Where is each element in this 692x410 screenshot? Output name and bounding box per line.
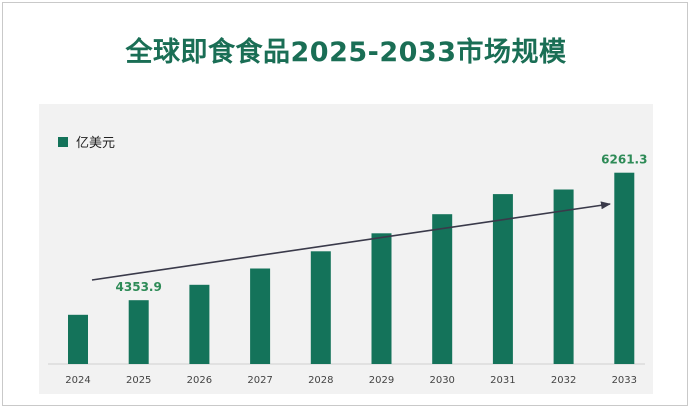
bar-2028 <box>310 251 331 364</box>
x-tick-2026: 2026 <box>187 375 212 386</box>
bar-2033 <box>614 172 635 364</box>
bar-2032 <box>553 189 574 364</box>
bar-2026 <box>189 284 210 364</box>
x-tick-2029: 2029 <box>369 375 394 386</box>
bar-2025 <box>128 300 149 364</box>
legend-swatch <box>58 136 68 147</box>
bar-2029 <box>371 233 392 364</box>
x-tick-labels: 2024 2025 2026 2027 2028 2029 2030 2031 2032 2033 <box>65 375 637 386</box>
x-tick-2024: 2024 <box>65 375 90 386</box>
x-tick-2031: 2031 <box>490 375 515 386</box>
legend-label: 亿美元 <box>76 136 116 151</box>
x-tick-2032: 2032 <box>551 375 576 386</box>
bar-2027 <box>250 268 271 364</box>
x-tick-2030: 2030 <box>429 375 454 386</box>
data-label-2025: 4353.9 <box>116 280 162 294</box>
bar-2024 <box>68 314 88 364</box>
bar-2030 <box>432 214 453 364</box>
x-tick-2025: 2025 <box>126 375 151 386</box>
trend-arrow <box>91 201 611 281</box>
data-label-2033: 6261.3 <box>601 153 647 167</box>
x-tick-2027: 2027 <box>247 375 272 386</box>
bars-group <box>68 172 635 364</box>
legend: 亿美元 <box>58 132 115 151</box>
x-tick-2028: 2028 <box>308 375 333 386</box>
data-labels: 4353.9 6261.3 <box>116 153 648 295</box>
chart-title: 全球即食食品2025-2033市场规模 <box>125 37 567 68</box>
bar-2031 <box>492 194 513 364</box>
x-tick-2033: 2033 <box>612 375 637 386</box>
